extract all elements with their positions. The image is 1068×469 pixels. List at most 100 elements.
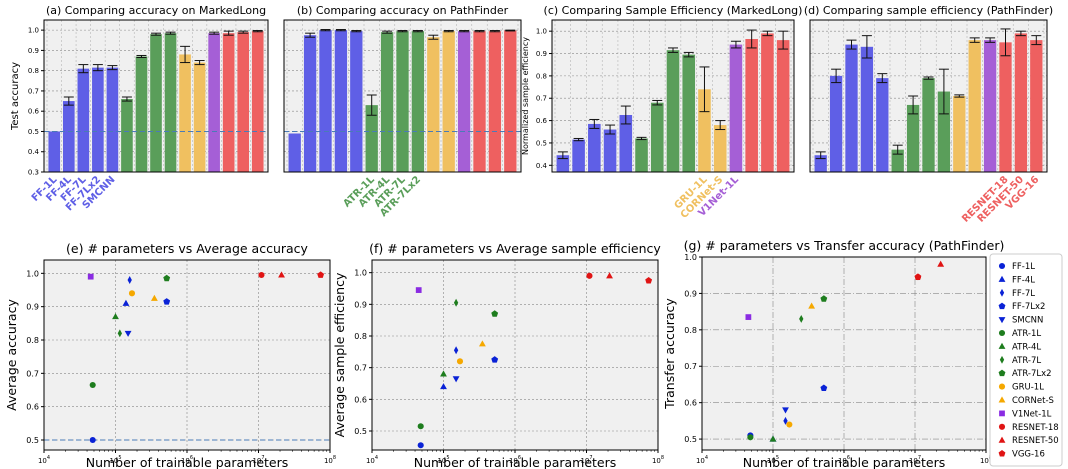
scatter-point (491, 356, 499, 363)
bar (48, 131, 61, 172)
scatter-point (745, 314, 752, 320)
bar (334, 30, 348, 173)
x-tick-exponent: 4 (47, 455, 50, 461)
bar (698, 89, 711, 172)
legend-label: ATR-7L (1012, 356, 1041, 366)
bar (222, 33, 235, 172)
bar (953, 96, 966, 172)
x-tick-label: 108 (652, 455, 664, 465)
legend-marker (999, 355, 1005, 364)
bar (92, 67, 104, 172)
legend-marker (998, 383, 1006, 390)
scatter-point (820, 384, 828, 392)
x-tick-exponent: 6 (847, 455, 850, 461)
x-tick-label: 108 (324, 455, 336, 465)
bar (288, 133, 301, 172)
y-tick-label: 0.5 (684, 435, 697, 444)
scatter-point (163, 298, 171, 305)
x-tick-exponent: 8 (333, 455, 336, 461)
bar (150, 34, 162, 172)
panel-title: (d) Comparing sample efficiency (PathFin… (804, 4, 1053, 17)
scatter-point (769, 435, 777, 442)
scatter-point (586, 272, 593, 279)
y-axis-label: Normalized sample efficiency (521, 37, 530, 155)
y-tick-label: 0.7 (536, 95, 547, 103)
y-tick-label: 0.6 (28, 108, 40, 116)
scatter-point (87, 273, 94, 280)
scatter-point (937, 260, 945, 267)
bar (473, 31, 486, 172)
y-tick-label: 1.0 (26, 269, 39, 278)
scatter-point (128, 290, 136, 297)
bar (556, 155, 570, 172)
bar (457, 31, 471, 172)
scatter-point (415, 287, 422, 293)
scatter-point (491, 310, 499, 317)
x-tick-label: 105 (767, 455, 779, 465)
legend-marker (998, 342, 1006, 349)
bar (906, 104, 920, 172)
x-axis-label: Number of trainable parameters (86, 455, 289, 469)
bar (845, 44, 858, 172)
y-tick-label: 0.9 (536, 50, 547, 58)
y-tick-label: 0.7 (28, 87, 39, 95)
scatter-point (417, 423, 424, 430)
y-tick-label: 0.5 (536, 139, 547, 147)
y-axis-label: Average sample efficiency (332, 272, 347, 437)
bar (776, 40, 790, 172)
y-tick-label: 0.7 (684, 362, 697, 371)
scatter-point (914, 273, 922, 280)
bar (1030, 40, 1043, 172)
scatter-point (808, 302, 816, 309)
legend-marker (998, 436, 1006, 443)
x-tick-label: 107 (580, 455, 592, 465)
y-tick-label: 1.0 (28, 27, 39, 35)
x-tick-exponent: 5 (776, 455, 779, 461)
bar (983, 40, 997, 172)
bar (635, 138, 648, 172)
y-tick-label: 0.9 (684, 289, 697, 298)
bar (999, 42, 1012, 173)
legend-label: ATR-1L (1012, 329, 1041, 339)
legend-label: CORNet-S (1012, 396, 1054, 406)
scatter-point (783, 416, 788, 425)
bar (1014, 33, 1028, 172)
legend-label: ATR-4L (1012, 342, 1041, 352)
bar (891, 149, 904, 172)
legend-marker (998, 396, 1006, 403)
bar (829, 75, 843, 172)
y-tick-label: 0.9 (354, 300, 367, 309)
y-tick-label: 0.6 (684, 399, 697, 408)
scatter-point (112, 313, 119, 320)
x-tick-label: 106 (838, 455, 850, 465)
bar (650, 102, 664, 172)
y-tick-label: 0.8 (354, 332, 367, 341)
legend-label: FF-4L (1012, 275, 1035, 285)
scatter-point (456, 358, 464, 365)
bar (745, 39, 758, 172)
panel-title: (g) # parameters vs Transfer accuracy (P… (684, 238, 1005, 253)
bar (303, 35, 317, 173)
bar (319, 30, 332, 173)
panel-title: (b) Comparing accuracy on PathFinder (297, 4, 509, 17)
x-tick-exponent: 4 (705, 455, 708, 461)
bar (365, 105, 378, 172)
x-axis-label: Number of trainable parameters (743, 455, 946, 469)
scatter-point (645, 276, 653, 284)
legend-label: FF-1L (1012, 262, 1035, 272)
y-tick-label: 0.3 (28, 169, 39, 177)
scatter-point (417, 442, 424, 449)
scatter-point (453, 298, 459, 307)
legend-marker (999, 288, 1005, 297)
bar (860, 46, 874, 172)
scatter-point (89, 381, 96, 389)
y-tick-label: 0.7 (26, 369, 39, 378)
bar (488, 31, 502, 172)
legend-marker (998, 369, 1006, 377)
legend-marker (998, 329, 1006, 337)
legend-label: SMCNN (1012, 316, 1043, 326)
scatter-point (258, 271, 265, 279)
y-tick-label: 0.8 (536, 72, 547, 80)
scatter-panel-1: 0.5 0.6 0.7 0.8 0.9 1.0 104 105 106 107 108 (f) # p… (332, 241, 664, 469)
